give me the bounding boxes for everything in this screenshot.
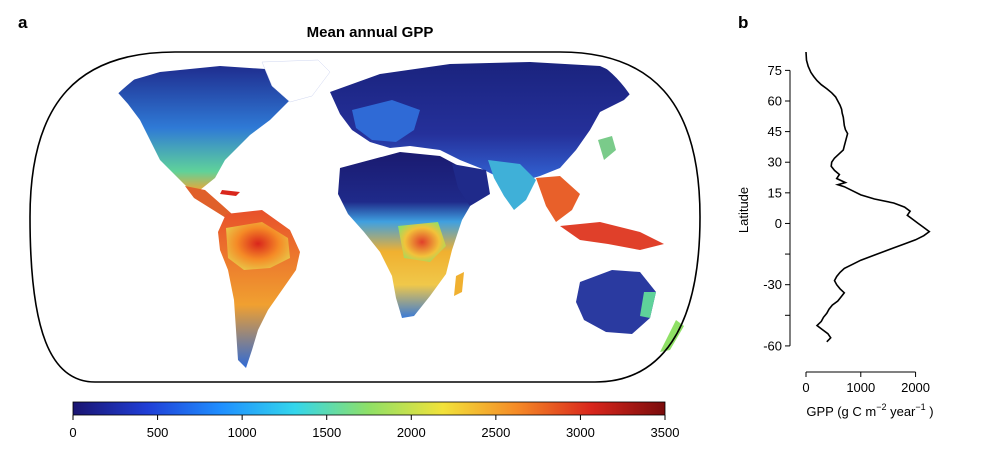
colorbar-tick-label: 0 xyxy=(69,425,76,440)
y-tick-label: 15 xyxy=(768,185,782,200)
x-axis-title-sup1: −2 xyxy=(876,402,886,412)
x-tick-label: 0 xyxy=(802,380,809,395)
new-zealand-islands xyxy=(660,320,684,352)
x-axis-title-part2: year xyxy=(886,404,916,419)
world-gpp-map xyxy=(29,51,701,383)
australia-coast-green xyxy=(640,292,656,318)
colorbar-tick-label: 3500 xyxy=(651,425,680,440)
panel-a-letter: a xyxy=(18,13,28,32)
x-axis-title-part1: GPP (g C m xyxy=(806,404,876,419)
arabian-peninsula xyxy=(452,164,490,206)
y-tick-label: -60 xyxy=(763,338,782,353)
map-frame xyxy=(29,51,701,383)
x-tick-label: 1000 xyxy=(846,380,875,395)
y-tick-label: -30 xyxy=(763,277,782,292)
colorbar-tick-label: 500 xyxy=(147,425,169,440)
colorbar-tick-label: 2000 xyxy=(397,425,426,440)
central-america-landmass xyxy=(185,186,232,218)
colorbar: 0 500 1000 1500 2000 2500 3000 3500 xyxy=(69,401,679,440)
y-tick-label: 0 xyxy=(775,216,782,231)
colorbar-tick-label: 1500 xyxy=(312,425,341,440)
gpp-latitude-profile: -60 -30 0 15 30 45 60 75 0 1000 2000 Latitude GPP… xyxy=(736,51,934,419)
europe-region xyxy=(352,100,420,142)
map-title: Mean annual GPP xyxy=(306,24,434,41)
y-tick-label: 30 xyxy=(768,155,782,170)
greenland-landmass xyxy=(261,59,331,103)
gpp-series-line xyxy=(805,51,931,343)
indonesia-islands xyxy=(560,222,664,250)
x-tick-label: 2000 xyxy=(901,380,930,395)
y-axis-title: Latitude xyxy=(736,187,751,233)
japan-islands xyxy=(598,136,616,160)
south-asia-region xyxy=(488,160,536,210)
madagascar-island xyxy=(454,272,464,296)
colorbar-tick-label: 3000 xyxy=(566,425,595,440)
amazon-region xyxy=(226,222,290,270)
colorbar-bar xyxy=(72,401,666,416)
eurasia-landmass xyxy=(330,62,640,182)
y-tick-label: 60 xyxy=(768,93,782,108)
congo-basin xyxy=(398,222,446,262)
y-tick-label: 75 xyxy=(768,63,782,78)
panel-b-letter: b xyxy=(738,13,749,32)
colorbar-tick-label: 2500 xyxy=(481,425,510,440)
colorbar-ticks: 0 500 1000 1500 2000 2500 3000 3500 xyxy=(69,415,679,440)
x-axis-ticks: 0 1000 2000 xyxy=(802,372,930,395)
y-axis-ticks: -60 -30 0 15 30 45 60 75 xyxy=(763,63,790,353)
x-axis-title-sup2: −1 xyxy=(915,402,925,412)
colorbar-tick-label: 1000 xyxy=(228,425,257,440)
caribbean-islands xyxy=(220,190,240,196)
y-tick-label: 45 xyxy=(768,124,782,139)
x-axis-title-part3: ) xyxy=(926,404,934,419)
southeast-asia-region xyxy=(536,176,580,222)
north-america-landmass xyxy=(112,66,300,190)
x-axis-title: GPP (g C m−2 year−1 ) xyxy=(806,402,933,419)
australia-landmass xyxy=(576,270,656,334)
map-land xyxy=(112,59,684,368)
